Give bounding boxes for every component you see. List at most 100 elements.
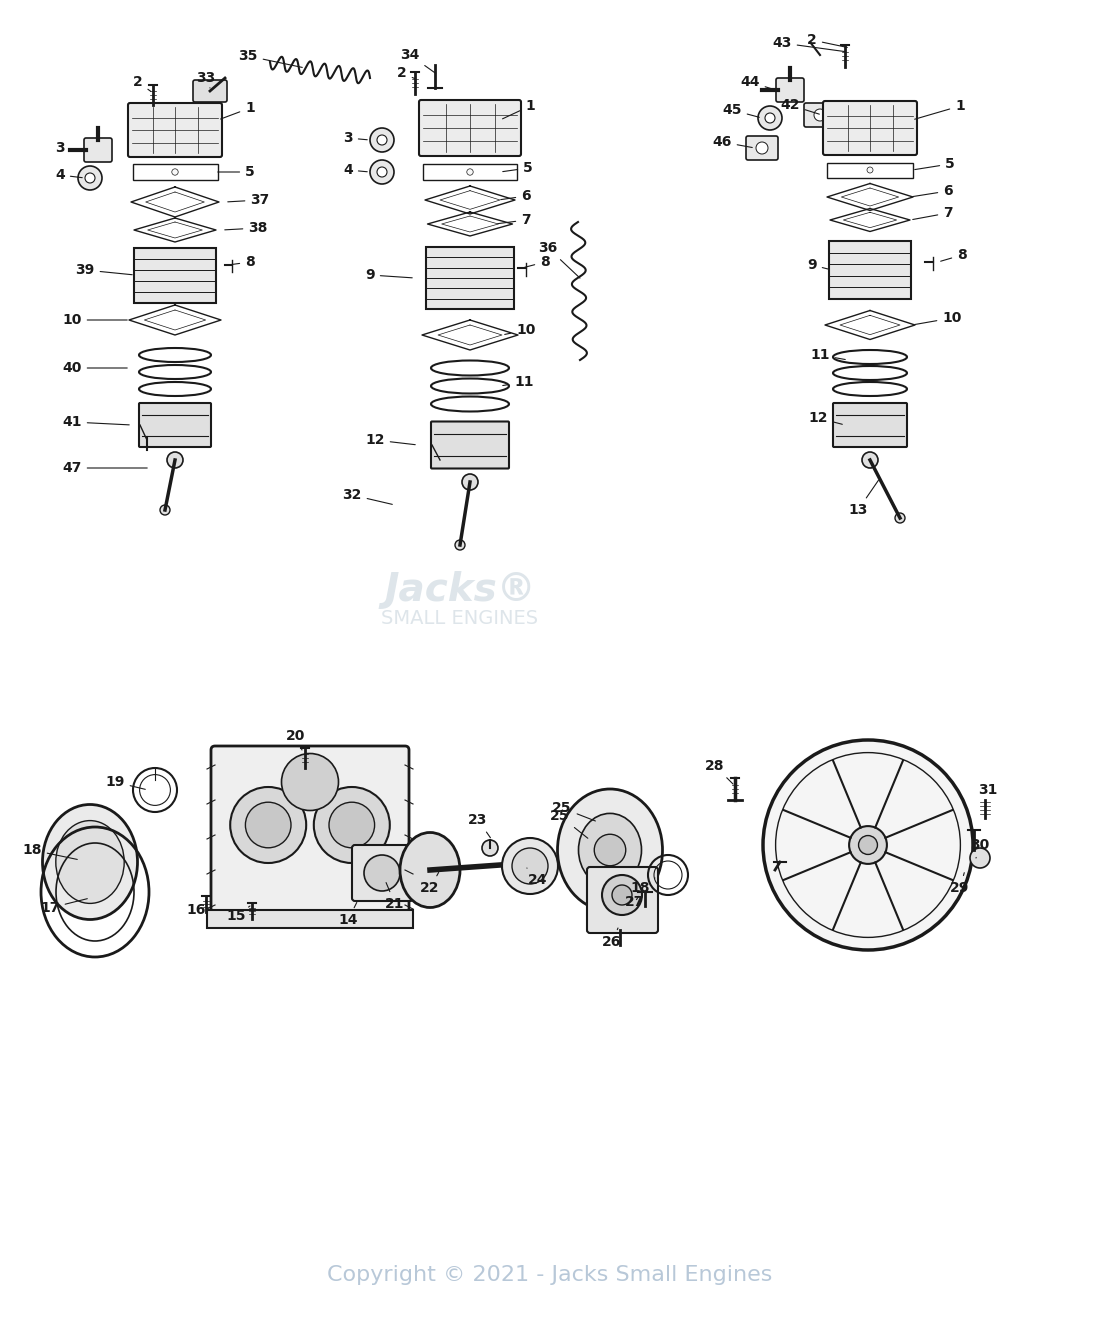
Text: 26: 26: [603, 929, 622, 949]
Circle shape: [502, 838, 558, 894]
Text: 13: 13: [848, 480, 879, 517]
Text: 8: 8: [940, 248, 967, 262]
Text: 12: 12: [365, 433, 415, 448]
Circle shape: [377, 135, 387, 146]
Text: 32: 32: [342, 488, 393, 505]
Circle shape: [482, 840, 498, 856]
FancyBboxPatch shape: [587, 867, 658, 933]
Text: 7: 7: [913, 206, 953, 220]
Text: 6: 6: [913, 184, 953, 198]
FancyBboxPatch shape: [833, 403, 908, 448]
Text: 12: 12: [808, 411, 843, 425]
Text: 9: 9: [807, 258, 829, 273]
Circle shape: [172, 168, 178, 175]
Circle shape: [758, 106, 782, 130]
Circle shape: [814, 110, 826, 122]
Text: 34: 34: [400, 48, 436, 73]
FancyBboxPatch shape: [419, 100, 521, 156]
Text: 18: 18: [630, 878, 654, 895]
Text: 7: 7: [498, 212, 531, 227]
Text: 10: 10: [915, 311, 961, 325]
Ellipse shape: [43, 804, 138, 919]
Circle shape: [970, 848, 990, 868]
Circle shape: [594, 834, 626, 866]
Text: 5: 5: [503, 162, 532, 175]
FancyBboxPatch shape: [211, 745, 409, 914]
Text: 1: 1: [221, 102, 255, 119]
Text: Jacks®: Jacks®: [384, 570, 536, 609]
Text: 1: 1: [915, 99, 965, 119]
Text: 11: 11: [503, 375, 534, 389]
Text: 10: 10: [505, 323, 536, 337]
Ellipse shape: [558, 790, 662, 911]
Circle shape: [466, 168, 473, 175]
Text: 27: 27: [625, 895, 645, 908]
FancyBboxPatch shape: [823, 102, 917, 155]
Text: 33: 33: [197, 71, 216, 88]
Bar: [207, 910, 412, 929]
Text: 24: 24: [527, 868, 548, 887]
Text: 5: 5: [218, 166, 255, 179]
Text: 4: 4: [55, 168, 82, 182]
Circle shape: [314, 787, 389, 863]
FancyBboxPatch shape: [139, 403, 211, 448]
Ellipse shape: [56, 820, 124, 903]
Circle shape: [764, 114, 776, 123]
Text: 19: 19: [106, 775, 145, 790]
Circle shape: [895, 513, 905, 522]
Text: 46: 46: [713, 135, 752, 150]
Text: 31: 31: [978, 783, 998, 806]
Bar: [134, 247, 216, 302]
FancyBboxPatch shape: [84, 138, 112, 162]
Circle shape: [78, 166, 102, 190]
Text: 2: 2: [807, 33, 847, 48]
Text: 41: 41: [63, 415, 129, 429]
Text: 21: 21: [385, 883, 405, 911]
Ellipse shape: [579, 814, 641, 887]
Text: 28: 28: [705, 759, 733, 784]
Text: 8: 8: [525, 255, 550, 269]
Text: 9: 9: [365, 269, 412, 282]
Text: 23: 23: [469, 814, 491, 838]
Text: 15: 15: [227, 906, 250, 923]
Circle shape: [462, 474, 478, 490]
Text: 2: 2: [397, 65, 416, 80]
Circle shape: [763, 740, 974, 950]
Text: 42: 42: [780, 98, 820, 114]
Text: 20: 20: [286, 729, 306, 749]
Text: 16: 16: [186, 900, 206, 916]
Circle shape: [167, 452, 183, 468]
Text: 43: 43: [772, 36, 845, 52]
Text: 1: 1: [503, 99, 535, 119]
Text: 4: 4: [343, 163, 367, 176]
Text: 5: 5: [915, 158, 955, 171]
Text: 47: 47: [63, 461, 147, 476]
Text: 35: 35: [239, 49, 302, 67]
FancyBboxPatch shape: [192, 80, 227, 102]
Text: 10: 10: [63, 313, 128, 327]
Circle shape: [867, 167, 873, 172]
Text: 17: 17: [41, 899, 87, 915]
Circle shape: [245, 802, 292, 848]
Text: 38: 38: [224, 220, 267, 235]
Text: 18: 18: [22, 843, 77, 859]
Circle shape: [370, 128, 394, 152]
Text: 36: 36: [538, 240, 580, 278]
Text: 11: 11: [811, 347, 845, 362]
FancyBboxPatch shape: [431, 421, 509, 469]
Text: 22: 22: [420, 872, 440, 895]
Circle shape: [849, 826, 887, 864]
Circle shape: [85, 172, 95, 183]
FancyBboxPatch shape: [746, 136, 778, 160]
FancyBboxPatch shape: [128, 103, 222, 158]
FancyBboxPatch shape: [804, 103, 836, 127]
Text: 39: 39: [76, 263, 132, 277]
Text: 30: 30: [970, 838, 990, 858]
Text: Copyright © 2021 - Jacks Small Engines: Copyright © 2021 - Jacks Small Engines: [328, 1265, 772, 1285]
Ellipse shape: [400, 832, 460, 907]
Text: 40: 40: [63, 361, 128, 375]
Text: 2: 2: [133, 75, 151, 91]
Text: 25: 25: [552, 802, 595, 822]
Text: 3: 3: [343, 131, 367, 146]
Text: 8: 8: [231, 255, 255, 269]
